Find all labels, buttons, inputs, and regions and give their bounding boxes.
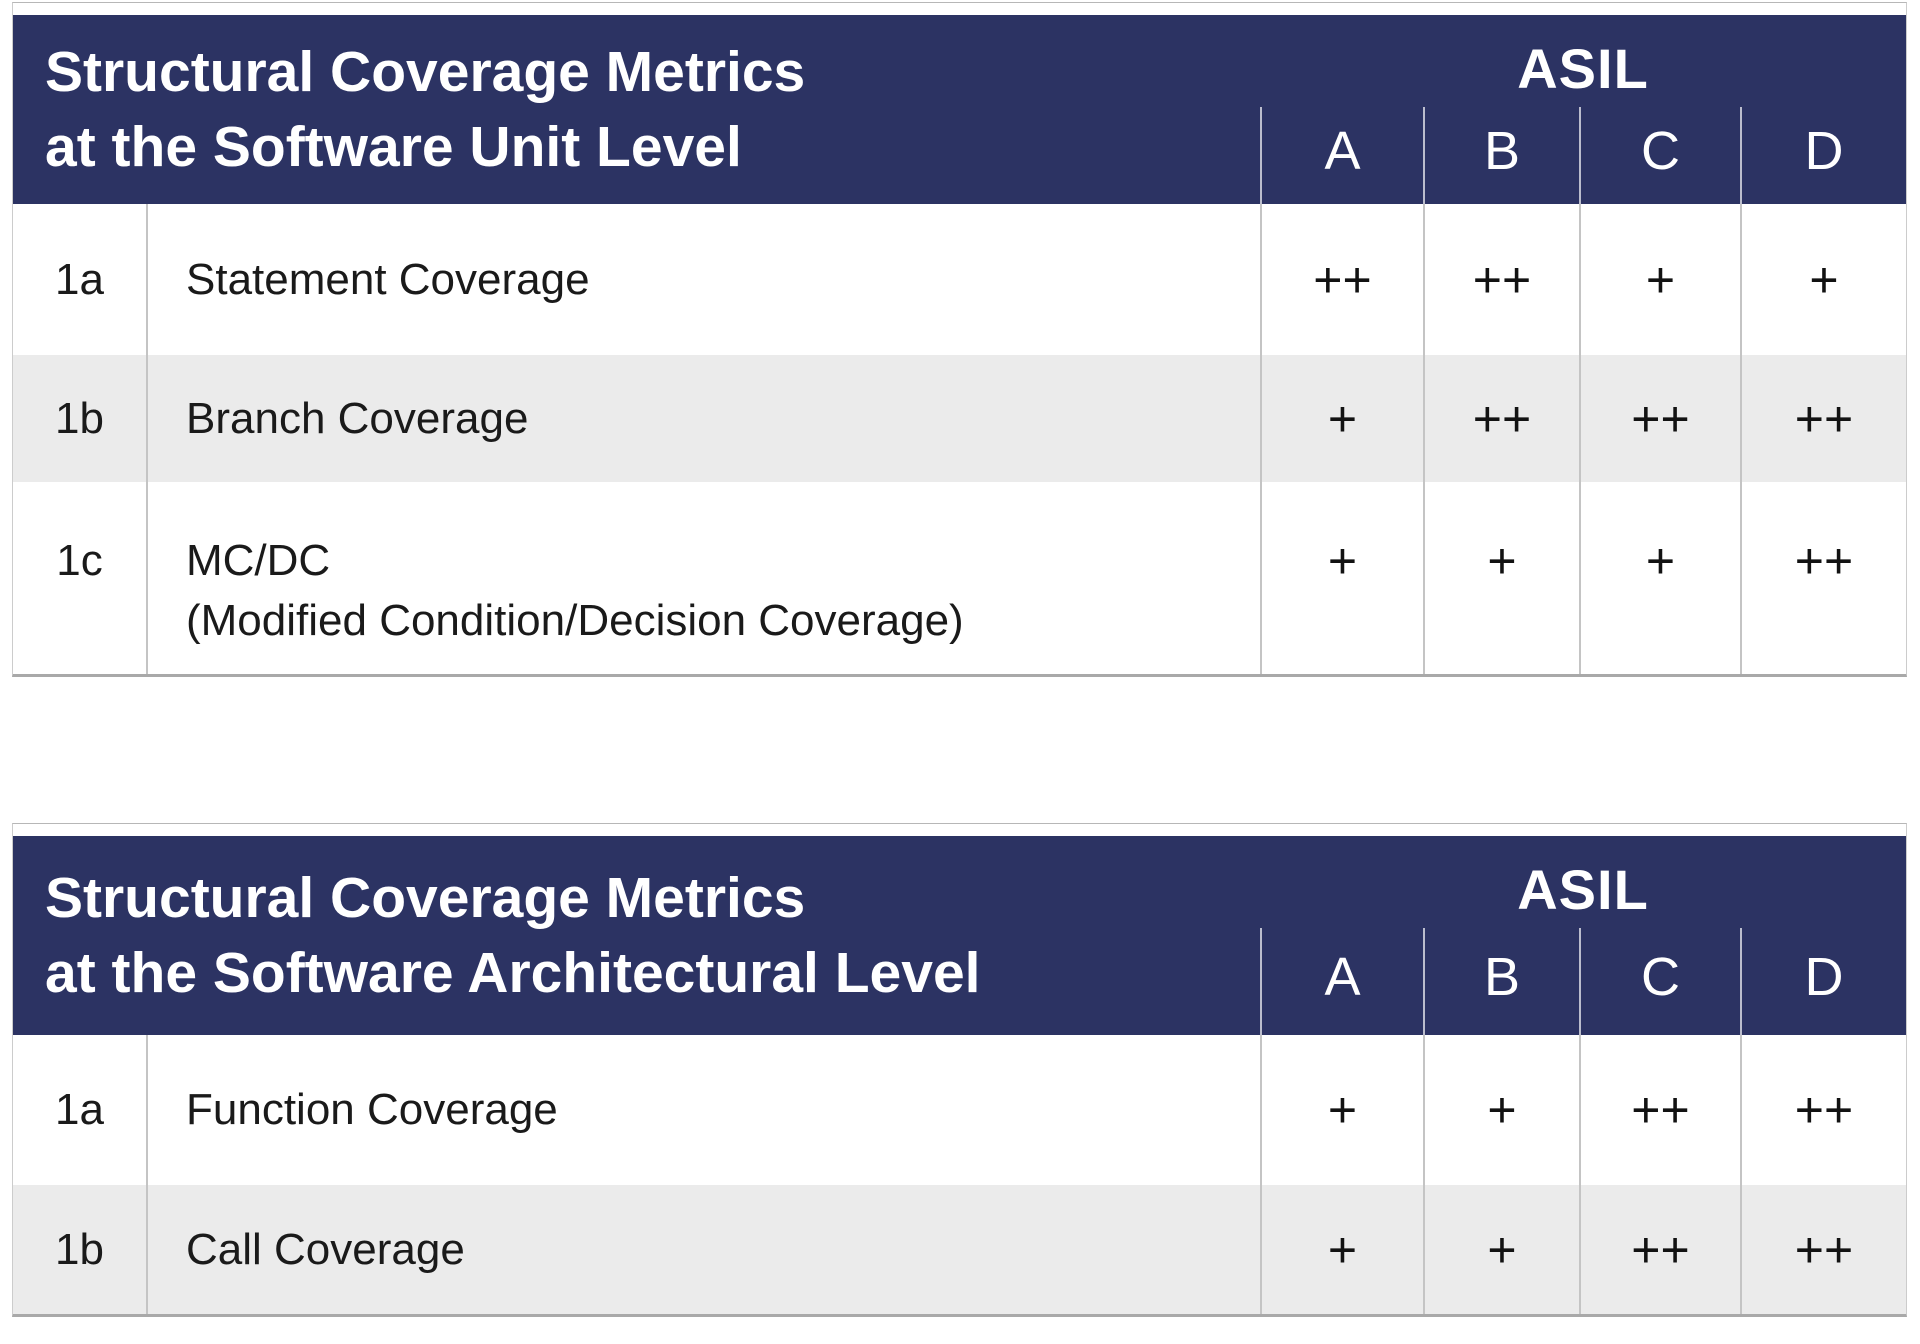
metric-name-cell: Call Coverage (146, 1185, 1260, 1314)
table-row-1c: 1c MC/DC (Modified Condition/Decision Co… (13, 482, 1906, 674)
rating-cell-a: + (1260, 1035, 1423, 1185)
table-software-unit-level: Structural Coverage Metrics at the Softw… (12, 2, 1907, 677)
rating-cell-b: + (1423, 1035, 1579, 1185)
table-body: 1a Statement Coverage ++ ++ + + 1b Branc… (13, 204, 1906, 674)
table-row-1a: 1a Function Coverage + + ++ ++ (13, 1035, 1906, 1185)
metric-name: Branch Coverage (186, 393, 529, 443)
table-title-line1: Structural Coverage Metrics (45, 865, 806, 930)
metric-name-cell: Statement Coverage (146, 204, 1260, 355)
metric-name: Call Coverage (186, 1224, 465, 1274)
table-row-1b: 1b Call Coverage + + ++ ++ (13, 1185, 1906, 1314)
rating-cell-a: + (1260, 355, 1423, 482)
rating-cell-b: + (1423, 482, 1579, 674)
metric-name-cell: Branch Coverage (146, 355, 1260, 482)
rating-cell-d: ++ (1740, 1185, 1906, 1314)
rating-cell-a: + (1260, 1185, 1423, 1314)
asil-column-b: B (1423, 928, 1579, 1035)
asil-column-c: C (1579, 928, 1740, 1035)
asil-group-header: ASIL A B C D (1260, 836, 1906, 1035)
metric-name: MC/DC (186, 536, 331, 585)
table-title-line2: at the Software Architectural Level (45, 940, 981, 1005)
rating-cell-c: ++ (1579, 1185, 1740, 1314)
rating-cell-c: + (1579, 482, 1740, 674)
row-id-cell: 1c (56, 536, 103, 585)
table-title: Structural Coverage Metrics at the Softw… (13, 15, 1260, 204)
asil-columns: A B C D (1260, 107, 1906, 204)
table-title: Structural Coverage Metrics at the Softw… (13, 836, 1260, 1035)
asil-column-d: D (1740, 928, 1906, 1035)
row-id-cell: 1b (55, 393, 104, 443)
asil-columns: A B C D (1260, 928, 1906, 1035)
rating-cell-a: + (1260, 482, 1423, 674)
asil-column-d: D (1740, 107, 1906, 204)
asil-label: ASIL (1517, 36, 1649, 100)
asil-column-b: B (1423, 107, 1579, 204)
asil-column-c: C (1579, 107, 1740, 204)
rating-cell-d: ++ (1740, 355, 1906, 482)
row-id-cell: 1b (55, 1224, 104, 1274)
metric-name-cell: Function Coverage (146, 1035, 1260, 1185)
table-title-line1: Structural Coverage Metrics (45, 39, 806, 104)
rating-cell-b: ++ (1423, 204, 1579, 355)
table-title-line2: at the Software Unit Level (45, 114, 742, 179)
rating-cell-d: + (1740, 204, 1906, 355)
rating-cell-b: + (1423, 1185, 1579, 1314)
asil-column-a: A (1260, 928, 1423, 1035)
metric-name-line2: (Modified Condition/Decision Coverage) (186, 596, 964, 645)
rating-cell-c: + (1579, 204, 1740, 355)
metric-name: Function Coverage (186, 1085, 558, 1134)
rating-cell-a: ++ (1260, 204, 1423, 355)
table-header: Structural Coverage Metrics at the Softw… (13, 836, 1906, 1035)
metric-name-cell: MC/DC (Modified Condition/Decision Cover… (146, 482, 1260, 674)
table-header: Structural Coverage Metrics at the Softw… (13, 15, 1906, 204)
table-row-1a: 1a Statement Coverage ++ ++ + + (13, 204, 1906, 355)
rating-cell-d: ++ (1740, 482, 1906, 674)
table-body: 1a Function Coverage + + ++ ++ 1b Call C… (13, 1035, 1906, 1314)
asil-column-a: A (1260, 107, 1423, 204)
row-id-cell: 1a (55, 1085, 104, 1134)
metric-name: Statement Coverage (186, 254, 590, 304)
asil-group-header: ASIL A B C D (1260, 15, 1906, 204)
rating-cell-d: ++ (1740, 1035, 1906, 1185)
rating-cell-b: ++ (1423, 355, 1579, 482)
table-row-1b: 1b Branch Coverage + ++ ++ ++ (13, 355, 1906, 482)
rating-cell-c: ++ (1579, 355, 1740, 482)
rating-cell-c: ++ (1579, 1035, 1740, 1185)
row-id-cell: 1a (55, 254, 104, 304)
table-software-architectural-level: Structural Coverage Metrics at the Softw… (12, 823, 1907, 1317)
asil-label: ASIL (1517, 857, 1649, 921)
